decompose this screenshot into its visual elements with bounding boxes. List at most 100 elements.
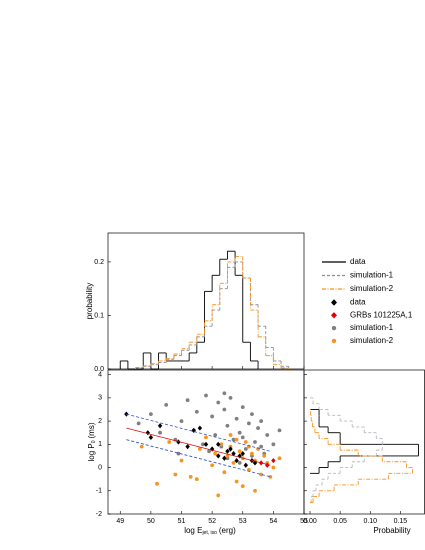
scatter-point: [136, 421, 141, 426]
scatter-point: [262, 454, 267, 458]
diamond-point: [191, 427, 196, 433]
scatter-point: [250, 412, 254, 417]
scatter-point: [253, 488, 257, 493]
diamond-point: [231, 451, 236, 457]
scatter-point: [234, 416, 239, 421]
y-tick-label: 4: [98, 371, 102, 378]
scatter-point: [259, 419, 264, 423]
diamond-point: [252, 460, 258, 466]
scatter-point: [155, 481, 159, 486]
scatter-point: [240, 405, 245, 410]
scatter-point: [228, 433, 233, 437]
scatter-point: [207, 449, 211, 454]
scatter-point: [225, 454, 230, 458]
legend-symbol: [331, 338, 337, 344]
x-tick-label: 52: [208, 518, 216, 525]
scatter-point: [188, 474, 193, 479]
scatter-point: [271, 442, 276, 447]
x-tick-label: 0.10: [363, 518, 377, 525]
scatter-point: [213, 433, 218, 437]
diamond-point: [271, 457, 276, 464]
scatter-point: [210, 414, 215, 419]
right-panel-frame: [303, 369, 425, 515]
scatter-point: [216, 493, 221, 498]
scatter-point: [277, 428, 282, 433]
scatter-point: [240, 435, 245, 440]
scatter-point: [243, 440, 248, 444]
scatter-point: [243, 447, 248, 451]
diamond-point: [234, 457, 239, 464]
diamond-point: [225, 448, 230, 454]
diamond-point: [176, 439, 181, 445]
scatter-point: [173, 472, 178, 477]
label-unit: (ms): [87, 422, 96, 438]
y-tick-label: 2: [98, 418, 102, 425]
fit-line: [126, 427, 271, 466]
scatter-point: [222, 470, 227, 475]
scatter-point: [225, 423, 230, 428]
diamond-point: [209, 446, 215, 452]
scatter-point: [197, 447, 202, 451]
diamond-point: [197, 425, 203, 431]
diamond-point: [185, 444, 190, 450]
scatter-point: [271, 465, 276, 470]
diamond-point: [216, 453, 221, 459]
scatter-point: [185, 398, 190, 403]
scatter-point: [256, 426, 260, 430]
scatter-point: [228, 395, 233, 400]
x-tick-label: 49: [116, 518, 124, 525]
x-tick-label: 55: [300, 518, 308, 525]
label-subscript: 0: [91, 440, 97, 443]
legend-label: simulation-1: [350, 271, 394, 280]
scatter-point: [167, 440, 172, 444]
label-part: log P: [87, 443, 96, 461]
legend-label: data: [350, 298, 366, 307]
x-tick-label: 0.05: [333, 518, 347, 525]
x-tick-label: 0.00: [303, 518, 317, 525]
scatter-point: [234, 437, 239, 442]
diamond-point: [203, 441, 209, 447]
scatter-point: [204, 435, 208, 440]
scatter-point: [268, 474, 273, 479]
scatter-point: [277, 456, 282, 461]
scatter-point: [231, 461, 236, 465]
y-tick-label: 0.1: [94, 312, 104, 319]
label-part: log E: [184, 526, 202, 535]
scatter-point: [210, 463, 215, 468]
scatter-point: [204, 393, 208, 398]
y-axis-label: probability: [85, 283, 94, 319]
scatter-point: [179, 419, 184, 423]
y-tick-label: -1: [96, 488, 102, 495]
scatter-point: [213, 451, 218, 456]
scatter-point: [222, 407, 227, 412]
scatter-point: [259, 472, 264, 477]
scatter-point: [240, 484, 245, 489]
y-tick-label: 0.2: [94, 259, 104, 266]
scatter-point: [222, 391, 227, 396]
scatter-point: [237, 461, 242, 465]
scatter-point: [250, 451, 254, 456]
scatter-point: [219, 442, 224, 447]
x-tick-label: 53: [239, 518, 247, 525]
diamond-point: [265, 462, 270, 468]
diamond-point: [148, 434, 154, 440]
scatter-point: [256, 447, 260, 451]
scatter-point: [231, 437, 236, 442]
legend-label: simulation-2: [350, 284, 394, 293]
diamond-point: [222, 455, 227, 461]
label-unit: (erg): [219, 526, 236, 535]
y-tick-label: 0.0: [94, 366, 104, 373]
label-subscript: jet, iso: [201, 530, 217, 536]
scatter-point: [179, 458, 184, 463]
scatter-point: [265, 433, 270, 437]
x-axis-label: Probability: [373, 526, 410, 535]
legend-symbol: [331, 325, 337, 331]
y-axis-label: log P0 (ms): [87, 422, 97, 461]
diamond-point: [216, 441, 221, 447]
y-tick-label: -2: [96, 511, 102, 518]
scatter-point: [164, 402, 169, 407]
scatter-point: [259, 444, 264, 449]
diamond-point: [145, 430, 151, 436]
legend-label: data: [350, 257, 366, 266]
diamond-point: [243, 462, 249, 468]
